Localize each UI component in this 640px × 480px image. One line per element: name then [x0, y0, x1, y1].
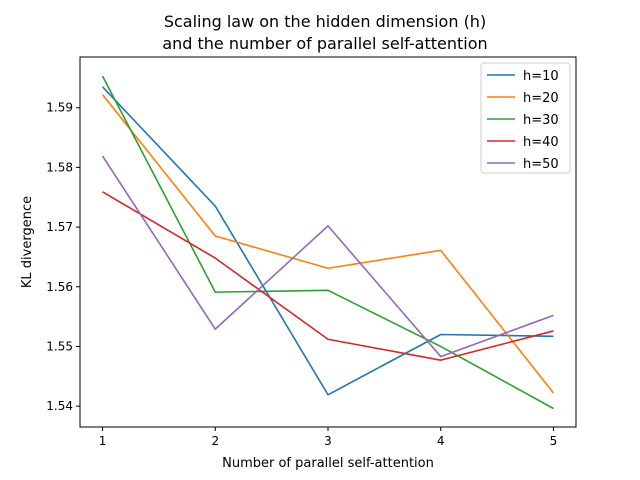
x-tick-label: 5 [550, 434, 558, 448]
legend-label: h=30 [523, 113, 559, 128]
axis-ticks: 1 2 3 4 5 1.54 1.55 1.56 1.57 1.58 1.59 [46, 101, 557, 448]
series-line-h-30 [101, 75, 554, 410]
y-tick-label: 1.59 [46, 101, 73, 115]
y-tick-label: 1.54 [46, 399, 73, 413]
x-tick-label: 2 [211, 434, 219, 448]
legend: h=10 h=20 h=30 h=40 h=50 [480, 62, 571, 174]
y-tick-label: 1.56 [46, 280, 73, 294]
series-lines [101, 75, 555, 410]
legend-label: h=10 [523, 69, 559, 84]
series-line-h-50 [101, 155, 554, 358]
x-tick-label: 1 [99, 434, 107, 448]
chart-title-line-1: Scaling law on the hidden dimension (h) [164, 12, 486, 31]
legend-label: h=40 [523, 135, 559, 150]
series-line-h-40 [102, 191, 554, 361]
chart-title-line-2: and the number of parallel self-attentio… [162, 34, 487, 53]
series-line-h-20 [101, 94, 555, 394]
legend-box [480, 62, 571, 174]
x-tick-label: 3 [324, 434, 332, 448]
y-axis-label: KL divergence [20, 196, 35, 288]
x-axis-label: Number of parallel self-attention [222, 456, 434, 471]
series-line-h-10 [101, 86, 554, 396]
x-tick-label: 4 [437, 434, 445, 448]
y-tick-label: 1.55 [46, 339, 73, 353]
plot-frame [79, 56, 577, 428]
legend-label: h=50 [523, 157, 559, 172]
y-tick-label: 1.58 [46, 160, 73, 174]
legend-label: h=20 [523, 91, 559, 106]
y-tick-label: 1.57 [46, 220, 73, 234]
